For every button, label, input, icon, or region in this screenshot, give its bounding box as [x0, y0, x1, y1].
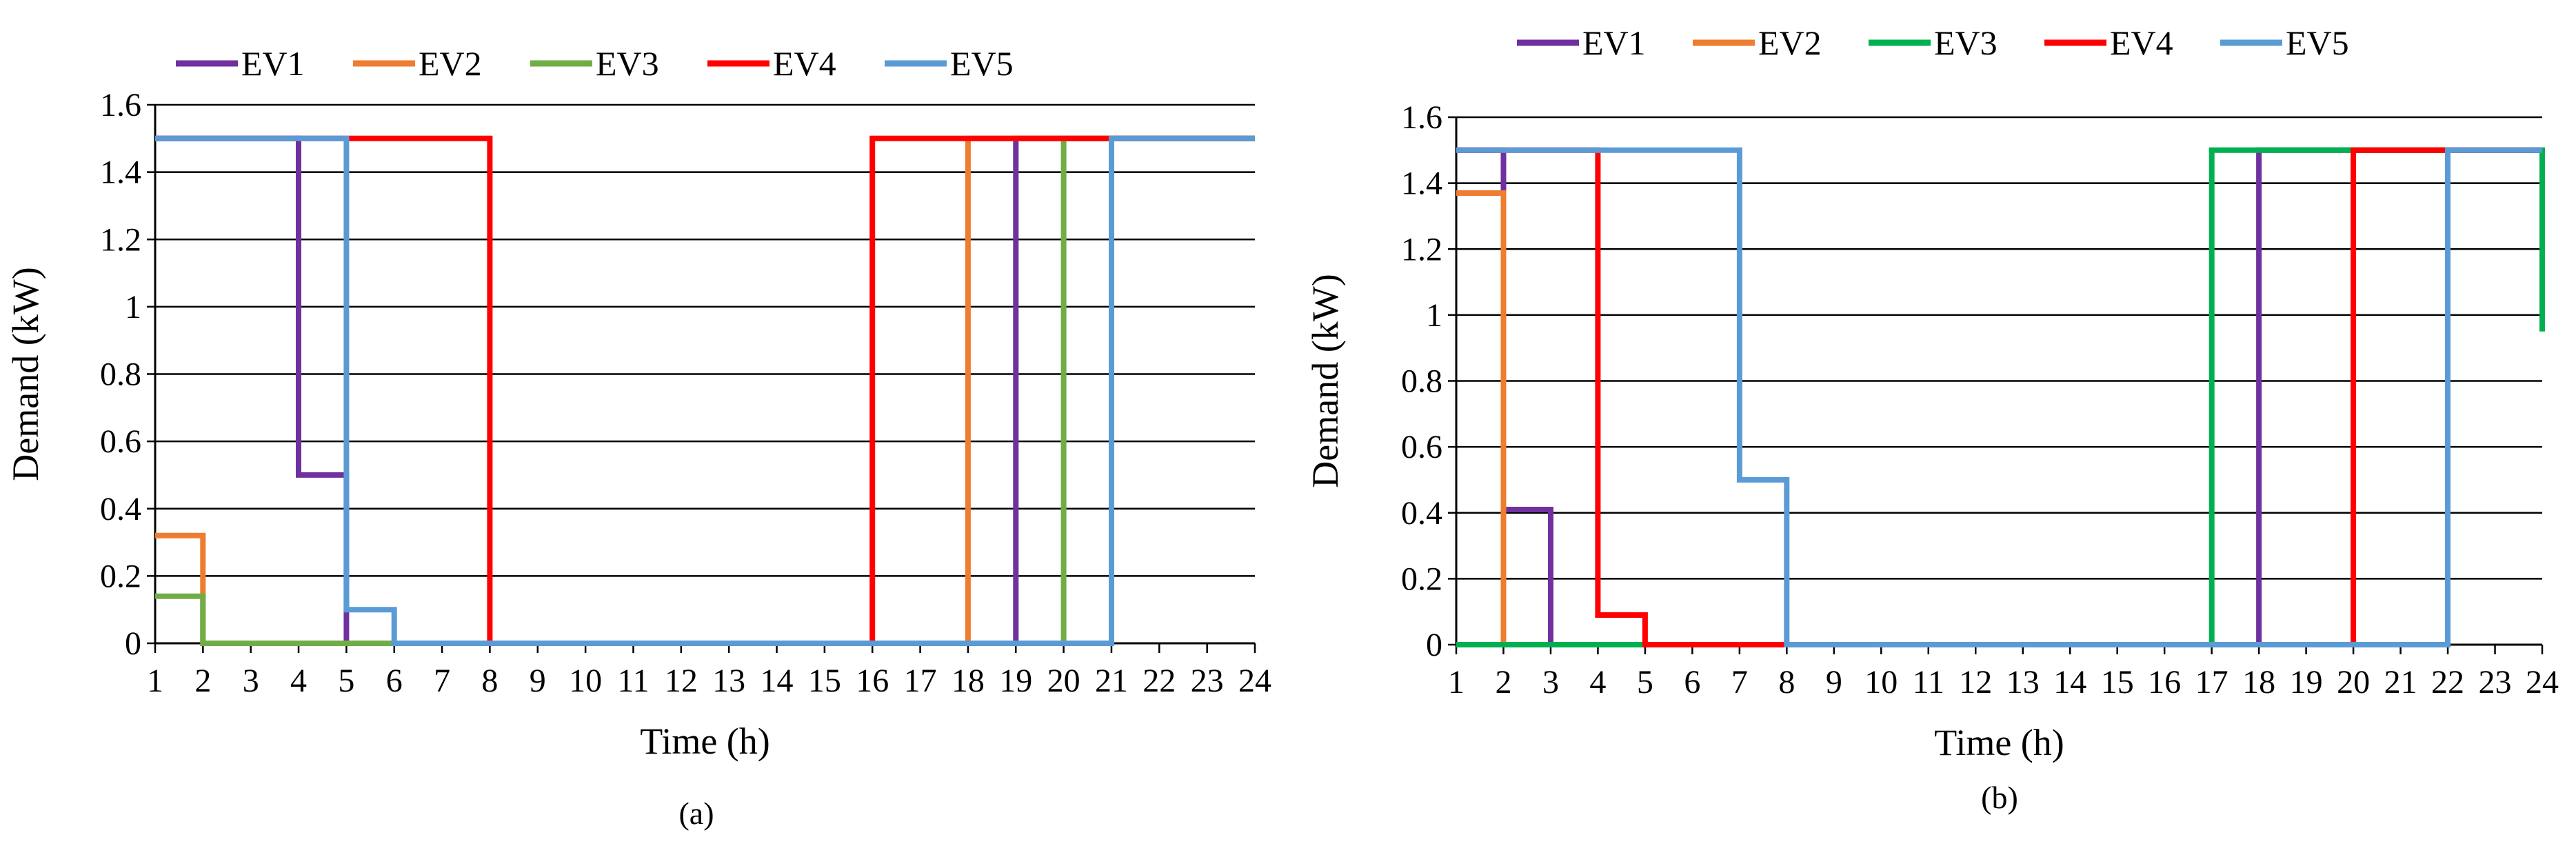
x-tick-label: 19 — [999, 663, 1032, 699]
x-tick-label: 3 — [1542, 664, 1559, 701]
x-tick-label: 15 — [2101, 664, 2134, 701]
x-tick-label: 6 — [1684, 664, 1700, 701]
legend-label-ev1: EV1 — [1582, 23, 1646, 62]
legend-label-ev2: EV2 — [419, 44, 482, 83]
series-line-ev4 — [1456, 147, 2542, 647]
legend-label-ev5: EV5 — [950, 44, 1014, 83]
x-tick-label: 18 — [2242, 664, 2275, 701]
y-tick-label: 0.4 — [100, 491, 141, 527]
series-line-ev3 — [155, 135, 1255, 646]
series-line-ev4 — [155, 135, 1255, 646]
y-tick-label: 1 — [1426, 297, 1442, 334]
x-tick-label: 24 — [2526, 664, 2559, 701]
panel-label: (b) — [1981, 780, 2018, 815]
x-tick-label: 8 — [481, 663, 498, 699]
x-tick-label: 20 — [2337, 664, 2370, 701]
series-line-ev3 — [1456, 147, 2545, 647]
x-tick-label: 23 — [2479, 664, 2512, 701]
x-tick-label: 11 — [617, 663, 649, 699]
series-line-ev1 — [155, 135, 1255, 646]
y-tick-label: 0.6 — [1401, 429, 1442, 465]
x-tick-label: 21 — [1095, 663, 1128, 699]
legend: EV1 EV2 EV3 EV4 EV5 — [1517, 23, 2349, 62]
x-tick-label: 7 — [1731, 664, 1748, 701]
chart-panel-a: 00.20.40.60.811.21.41.61 2 3 4 5 6 7 8 9 10 11 12 13… — [5, 44, 1271, 831]
x-tick-label: 2 — [194, 663, 211, 699]
x-tick-label: 9 — [1826, 664, 1842, 701]
legend-label-ev3: EV3 — [596, 44, 659, 83]
y-tick-label: 1.2 — [1401, 231, 1442, 268]
legend-label-ev2: EV2 — [1758, 23, 1822, 62]
x-tick-label: 8 — [1778, 664, 1795, 701]
x-tick-label: 15 — [808, 663, 841, 699]
y-axis-label: Demand (kW) — [5, 267, 46, 481]
x-tick-label: 12 — [1959, 664, 1992, 701]
x-tick-label: 10 — [569, 663, 602, 699]
y-tick-label: 1.4 — [100, 154, 141, 191]
x-tick-label: 13 — [712, 663, 745, 699]
y-tick-label: 1.6 — [100, 87, 141, 123]
y-tick-label: 0.4 — [1401, 495, 1442, 532]
x-axis-label: Time (h) — [640, 721, 770, 762]
x-tick-label: 16 — [2148, 664, 2181, 701]
y-tick-label: 1.4 — [1401, 165, 1442, 202]
x-tick-label: 9 — [530, 663, 546, 699]
y-tick-label: 1.2 — [100, 221, 141, 258]
x-tick-label: 24 — [1238, 663, 1271, 699]
series-line-ev5 — [155, 135, 1255, 646]
y-tick-label: 0.6 — [100, 423, 141, 460]
x-tick-label: 17 — [904, 663, 937, 699]
x-tick-label: 12 — [665, 663, 698, 699]
x-tick-label: 23 — [1191, 663, 1224, 699]
x-tick-label: 13 — [2006, 664, 2040, 701]
x-tick-label: 17 — [2195, 664, 2228, 701]
x-tick-label: 22 — [1143, 663, 1176, 699]
x-tick-label: 1 — [147, 663, 163, 699]
x-tick-label: 3 — [243, 663, 259, 699]
x-tick-label: 4 — [1589, 664, 1606, 701]
series-line-ev2 — [155, 135, 1255, 646]
series-line-ev2 — [1456, 147, 2542, 647]
legend-label-ev1: EV1 — [241, 44, 305, 83]
x-tick-label: 21 — [2384, 664, 2417, 701]
legend: EV1 EV2 EV3 EV4 EV5 — [176, 44, 1014, 83]
y-tick-label: 0.2 — [1401, 561, 1442, 597]
legend-label-ev4: EV4 — [2110, 23, 2173, 62]
y-axis-label: Demand (kW) — [1305, 274, 1346, 487]
x-tick-label: 14 — [2053, 664, 2086, 701]
y-tick-label: 0.8 — [100, 356, 141, 393]
x-tick-label: 16 — [856, 663, 889, 699]
x-tick-label: 7 — [434, 663, 450, 699]
x-tick-label: 1 — [1448, 664, 1465, 701]
x-tick-label: 14 — [761, 663, 794, 699]
y-tick-label: 0.2 — [100, 558, 141, 594]
legend-label-ev3: EV3 — [1934, 23, 1998, 62]
x-tick-label: 6 — [386, 663, 403, 699]
y-tick-label: 1.6 — [1401, 99, 1442, 136]
x-axis-label: Time (h) — [1934, 722, 2064, 763]
x-tick-label: 2 — [1495, 664, 1511, 701]
legend-label-ev5: EV5 — [2286, 23, 2349, 62]
chart-panel-b: 00.20.40.60.811.21.41.61 2 3 4 5 6 7 8 9 10 11 12 13… — [1305, 23, 2559, 815]
y-tick-label: 0 — [125, 625, 141, 662]
y-tick-label: 0 — [1426, 627, 1442, 663]
x-tick-label: 10 — [1864, 664, 1898, 701]
x-tick-label: 22 — [2431, 664, 2464, 701]
series-line-ev1 — [1456, 147, 2542, 647]
x-tick-label: 19 — [2290, 664, 2323, 701]
legend-label-ev4: EV4 — [773, 44, 836, 83]
x-tick-label: 4 — [290, 663, 307, 699]
series-line-ev5 — [1456, 147, 2542, 647]
y-tick-label: 1 — [125, 289, 141, 325]
y-tick-label: 0.8 — [1401, 363, 1442, 400]
x-tick-label: 18 — [952, 663, 985, 699]
x-tick-label: 5 — [338, 663, 354, 699]
x-tick-label: 11 — [1913, 664, 1944, 701]
x-tick-label: 20 — [1047, 663, 1080, 699]
panel-label: (a) — [678, 796, 714, 831]
x-tick-label: 5 — [1637, 664, 1653, 701]
